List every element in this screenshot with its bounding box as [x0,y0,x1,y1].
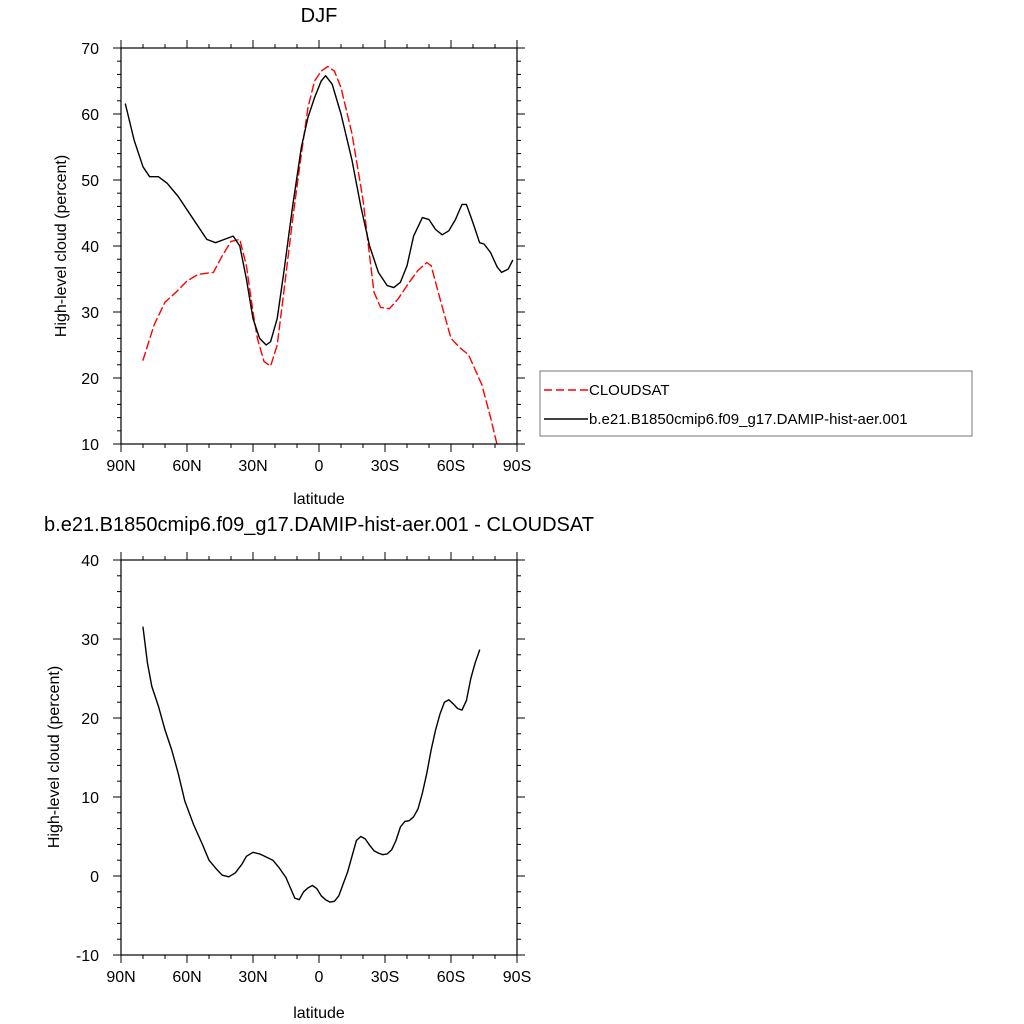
x-tick-label: 60S [437,969,465,986]
top-x-tick-labels: 90N 60N 30N 0 30S 60S 90S [106,458,531,475]
top-y-tick-labels: 10 20 30 40 50 60 70 [81,41,99,454]
legend-box [539,370,973,437]
bottom-plot-frame [120,559,518,956]
top-y-axis-title: High-level cloud (percent) [53,155,70,337]
x-tick-label: 30S [371,969,399,986]
y-tick-label: 30 [81,632,99,649]
y-tick-label: 30 [81,305,99,322]
bottom-chart-title: b.e21.B1850cmip6.f09_g17.DAMIP-hist-aer.… [44,514,594,536]
panel-top: DJF 10 20 30 40 50 60 70 90N 60N 30N 0 30S 60S 90S l… [53,5,531,508]
bottom-x-axis-title: latitude [293,1005,345,1022]
x-tick-label: 0 [315,458,324,475]
top-chart-title: DJF [301,5,338,27]
y-tick-label: 40 [81,239,99,256]
x-tick-label: 0 [315,969,324,986]
series-line-cloudsat [142,65,498,446]
x-tick-label: 60N [172,969,201,986]
bottom-y-tick-labels: -10 0 10 20 30 40 [76,553,99,965]
y-tick-label: 60 [81,107,99,124]
top-plot-area [124,65,514,446]
y-tick-label: 10 [81,790,99,807]
bottom-ticks [113,552,525,963]
y-tick-label: 50 [81,173,99,190]
x-tick-label: 90S [503,969,531,986]
top-ticks [113,40,525,452]
x-tick-label: 30N [238,458,267,475]
x-tick-label: 60S [437,458,465,475]
y-tick-label: 40 [81,553,99,570]
y-tick-label: 70 [81,41,99,58]
x-tick-label: 60N [172,458,201,475]
y-tick-label: 20 [81,371,99,388]
x-tick-label: 90N [106,969,135,986]
y-tick-label: 0 [90,869,99,886]
bottom-y-axis-title: High-level cloud (percent) [46,666,63,848]
bottom-x-tick-labels: 90N 60N 30N 0 30S 60S 90S [106,969,531,986]
series-line-difference [142,626,481,903]
legend-label-model: b.e21.B1850cmip6.f09_g17.DAMIP-hist-aer.… [589,411,908,428]
y-tick-label: 20 [81,711,99,728]
series-line-model [124,74,514,346]
x-tick-label: 90S [503,458,531,475]
top-plot-frame [120,47,518,445]
x-tick-label: 90N [106,458,135,475]
x-tick-label: 30S [371,458,399,475]
bottom-plot-area [142,626,481,903]
legend-label-cloudsat: CLOUDSAT [589,382,670,399]
legend: CLOUDSAT b.e21.B1850cmip6.f09_g17.DAMIP-… [539,370,973,437]
panel-bottom: b.e21.B1850cmip6.f09_g17.DAMIP-hist-aer.… [44,514,594,1022]
x-tick-label: 30N [238,969,267,986]
y-tick-label: 10 [81,437,99,454]
top-x-axis-title: latitude [293,491,345,508]
y-tick-label: -10 [76,948,99,965]
